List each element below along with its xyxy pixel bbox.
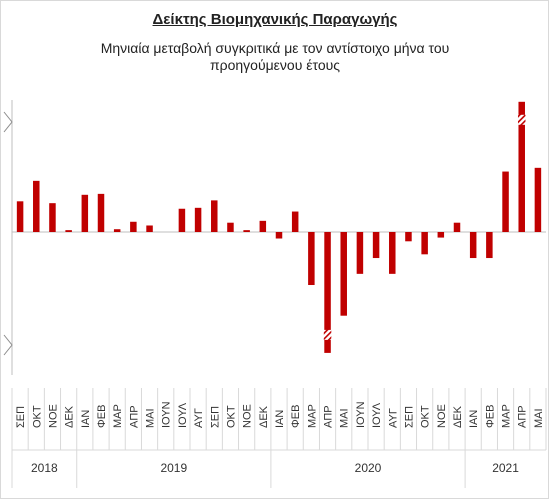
year-label: 2021: [492, 461, 519, 475]
x-tick-label: ΙΟΥΛ: [371, 402, 383, 428]
x-tick-label: ΔΕΚ: [64, 405, 76, 428]
bar: [81, 194, 89, 232]
bar: [243, 230, 250, 232]
y-axis-break-mark: [3, 111, 13, 133]
x-tick-label: ΑΥΓ: [193, 408, 205, 428]
bar: [259, 220, 267, 232]
x-tick-label: ΔΕΚ: [258, 405, 270, 428]
x-tick-label: ΜΑΡ: [112, 404, 124, 428]
bar: [291, 211, 299, 232]
x-tick-label: ΙΑΝ: [468, 410, 480, 428]
x-tick-label: ΙΑΝ: [80, 410, 92, 428]
x-tick-label: ΝΟΕ: [47, 404, 59, 428]
bar: [227, 222, 234, 232]
bar: [340, 232, 347, 316]
x-tick-label: ΦΕΒ: [290, 405, 302, 428]
bar: [146, 225, 153, 232]
x-tick-label: ΝΟΕ: [436, 404, 448, 428]
bar: [65, 230, 72, 232]
chart-title: Δείκτης Βιομηχανικής Παραγωγής: [152, 11, 398, 28]
bar: [389, 232, 396, 274]
x-tick-label: ΜΑΡ: [306, 404, 318, 428]
x-tick-label: ΣΕΠ: [209, 406, 221, 428]
bar-break-marker: [323, 329, 332, 340]
x-tick-label: ΜΑΡ: [501, 404, 513, 428]
bar-break-marker: [517, 114, 526, 125]
x-tick-label: ΟΚΤ: [225, 405, 237, 428]
bar: [469, 232, 477, 259]
bar: [275, 232, 283, 239]
x-tick-label: ΑΠΡ: [517, 405, 529, 428]
year-label: 2020: [355, 461, 382, 475]
x-tick-label: ΙΑΝ: [274, 410, 286, 428]
bar: [372, 232, 380, 259]
bar: [502, 171, 509, 232]
x-tick-label: ΑΠΡ: [323, 405, 335, 428]
bar: [211, 200, 218, 232]
x-tick-label: ΙΟΥΛ: [177, 402, 189, 428]
bar: [486, 232, 493, 259]
x-tick-label: ΑΠΡ: [128, 405, 140, 428]
x-tick-label: ΟΚΤ: [31, 405, 43, 428]
y-axis-break-mark: [3, 334, 13, 356]
bar: [49, 203, 56, 232]
bar: [405, 232, 412, 242]
x-tick-label: ΝΟΕ: [242, 404, 254, 428]
x-tick-label: ΟΚΤ: [420, 405, 432, 428]
x-tick-label: ΙΟΥΝ: [355, 401, 367, 428]
x-tick-label: ΔΕΚ: [452, 405, 464, 428]
bar: [518, 101, 525, 232]
x-tick-label: ΑΥΓ: [387, 408, 399, 428]
x-tick-label: ΣΕΠ: [403, 406, 415, 428]
bar: [113, 229, 121, 232]
bar: [453, 222, 461, 232]
x-tick-label: ΦΕΒ: [96, 405, 108, 428]
bar: [16, 201, 24, 232]
bar: [534, 167, 542, 232]
year-label: 2018: [31, 461, 58, 475]
bar: [437, 232, 445, 238]
bar: [308, 232, 315, 286]
bar: [421, 232, 428, 255]
x-tick-label: ΜΑΙ: [533, 408, 545, 428]
x-tick-label: ΙΟΥΝ: [161, 401, 173, 428]
year-label: 2019: [160, 461, 187, 475]
x-tick-label: ΜΑΙ: [145, 408, 157, 428]
bar: [97, 193, 105, 232]
bar: [130, 221, 137, 232]
bar: [194, 207, 202, 232]
x-tick-label: ΣΕΠ: [15, 406, 27, 428]
bar: [178, 208, 186, 232]
x-tick-label: ΜΑΙ: [339, 408, 351, 428]
bar: [33, 180, 40, 232]
chart-subtitle: Μηνιαία μεταβολή συγκριτικά με τον αντίσ…: [100, 40, 450, 73]
bar: [356, 232, 364, 274]
x-tick-label: ΦΕΒ: [484, 405, 496, 428]
bar: [324, 232, 331, 353]
